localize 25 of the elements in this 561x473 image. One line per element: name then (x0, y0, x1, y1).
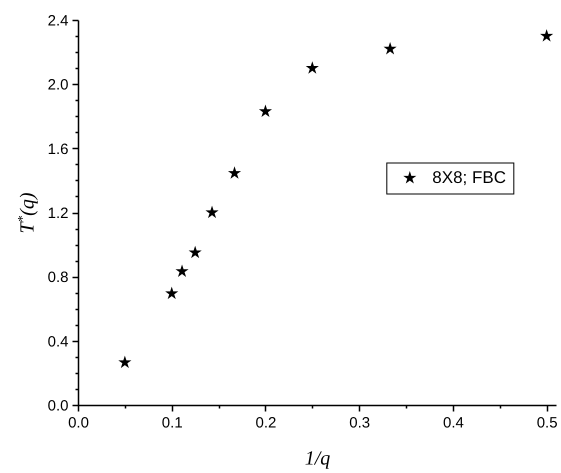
x-tick-label: 0.5 (536, 414, 558, 432)
x-axis-title: 1/q (304, 448, 330, 470)
point (205, 206, 219, 218)
x-tick-label: 0.0 (68, 414, 89, 432)
point (258, 104, 272, 118)
point (118, 356, 132, 368)
point (175, 264, 189, 277)
point (165, 286, 178, 300)
y-tick-label: 0.8 (48, 269, 68, 286)
y-tick-label: 0.0 (48, 398, 68, 414)
x-tick-label: 0.1 (162, 414, 183, 432)
point (540, 29, 554, 42)
x-tick-label: 0.4 (442, 414, 464, 432)
point (228, 166, 242, 179)
x-tick-label: 0.2 (256, 414, 276, 432)
y-tick-label: 2.0 (48, 76, 68, 94)
y-tick-label: 1.6 (48, 140, 68, 158)
y-tick-label: 0.4 (48, 333, 68, 350)
point (188, 246, 202, 258)
x-tick-label: 0.3 (349, 414, 370, 432)
point (306, 61, 319, 74)
y-tick-label: 1.2 (48, 205, 68, 222)
y-tick-label: 2.4 (48, 12, 68, 30)
point (384, 42, 397, 54)
legend-label: 8X8; FBC (432, 168, 506, 187)
